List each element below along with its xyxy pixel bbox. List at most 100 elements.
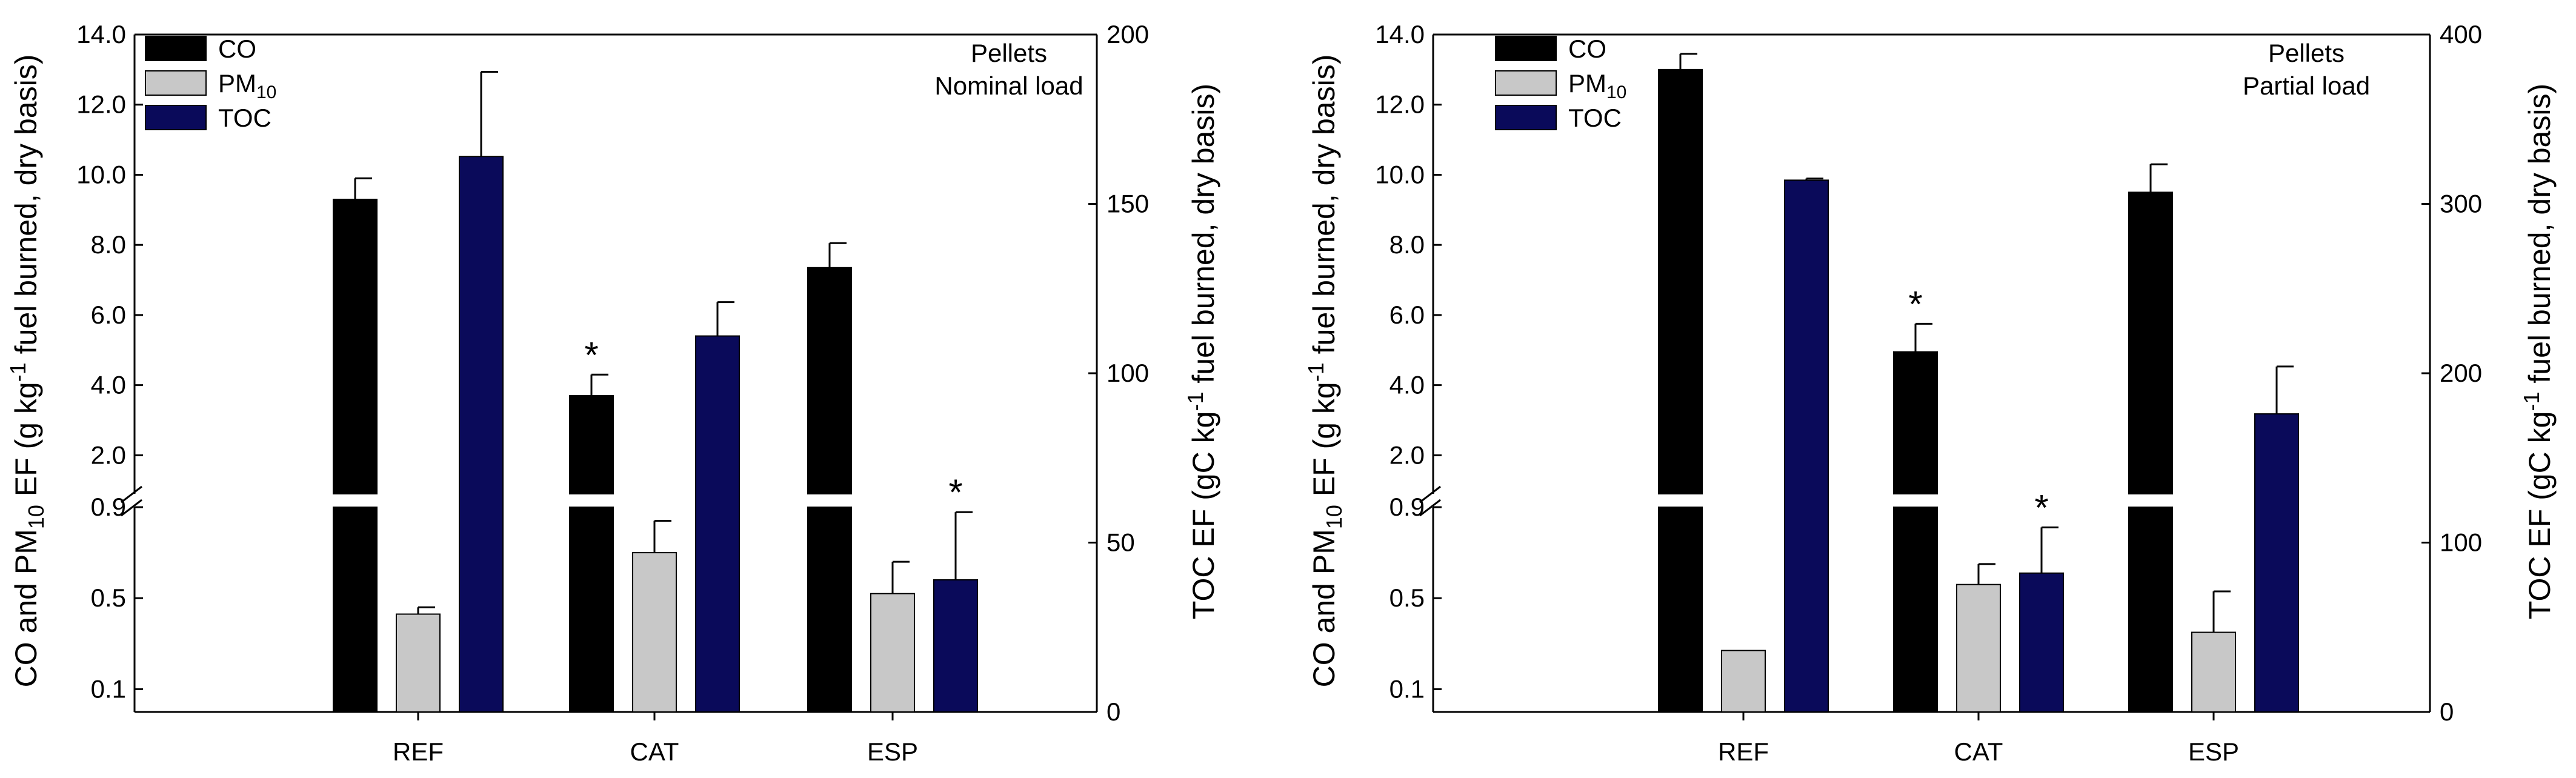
right-axis-tick-label: 50 bbox=[1107, 528, 1135, 557]
left-axis-tick-label: 6.0 bbox=[91, 301, 126, 329]
left-axis-tick-label: 8.0 bbox=[1390, 230, 1425, 259]
x-axis-category-label: ESP bbox=[2188, 737, 2239, 766]
bar-pm10 bbox=[870, 593, 915, 713]
x-axis-category-label: REF bbox=[393, 737, 444, 766]
left-axis-tick-label: 14.0 bbox=[76, 20, 126, 48]
left-axis-tick-label: 0.9 bbox=[91, 493, 126, 521]
left-axis-tick-label: 6.0 bbox=[1390, 301, 1425, 329]
bar-co bbox=[2128, 191, 2173, 494]
significance-star: * bbox=[948, 472, 962, 513]
left-axis-tick-label: 14.0 bbox=[1375, 20, 1425, 48]
left-axis-tick-label: 0.1 bbox=[91, 674, 126, 703]
legend-label-pm: PM10 bbox=[218, 69, 276, 102]
bar-co bbox=[1658, 507, 1703, 713]
right-axis-title: TOC EF (gC kg-1 fuel burned, dry basis) bbox=[2519, 84, 2557, 619]
panel-note-line2: Partial load bbox=[2243, 71, 2370, 100]
legend-swatch-toc bbox=[1495, 105, 1557, 130]
legend-label-co: CO bbox=[1568, 35, 1606, 63]
x-axis-category-label: ESP bbox=[867, 737, 918, 766]
left-axis-title-mid: EF (g kg bbox=[1307, 382, 1341, 505]
left-axis-title-sup: -1 bbox=[5, 362, 30, 382]
left-axis-title-sub: 10 bbox=[1322, 505, 1346, 529]
bar-pm10 bbox=[632, 552, 677, 713]
bar-co bbox=[1893, 507, 1938, 713]
bar-toc bbox=[933, 579, 978, 713]
left-axis-title-post: fuel burned, dry basis) bbox=[1307, 55, 1341, 363]
right-axis-title-post: fuel burned, dry basis) bbox=[1186, 84, 1220, 392]
right-axis-tick-label: 400 bbox=[2440, 20, 2482, 48]
legend-swatch-pm bbox=[1495, 70, 1557, 96]
legend-label-pm: PM10 bbox=[1568, 69, 1626, 102]
bar-pm10 bbox=[396, 613, 441, 713]
panel-note-line2: Nominal load bbox=[934, 71, 1083, 100]
chart-panel-nominal-load: Pellets Nominal load CO and PM10 EF (g k… bbox=[5, 20, 1220, 766]
right-axis-title-pre: TOC EF (gC kg bbox=[1186, 411, 1220, 620]
right-axis-tick-label: 0 bbox=[1107, 697, 1120, 726]
legend-label-toc: TOC bbox=[1568, 104, 1622, 132]
legend-label-toc: TOC bbox=[218, 104, 271, 132]
left-axis-tick-label: 12.0 bbox=[76, 90, 126, 119]
panel-note-line1: Pellets bbox=[2268, 39, 2345, 67]
bar-toc bbox=[695, 335, 740, 713]
bar-pm10 bbox=[2191, 631, 2236, 713]
left-axis-tick-label: 0.9 bbox=[1390, 493, 1425, 521]
bar-toc bbox=[2254, 413, 2299, 713]
left-axis-title-sub: 10 bbox=[24, 505, 48, 529]
left-axis-tick-label: 4.0 bbox=[1390, 371, 1425, 399]
left-axis-title-sup: -1 bbox=[1303, 362, 1328, 382]
left-axis-tick-label: 10.0 bbox=[1375, 160, 1425, 188]
left-axis-tick-label: 4.0 bbox=[91, 371, 126, 399]
left-axis-title: CO and PM10 EF (g kg-1 fuel burned, dry … bbox=[5, 55, 48, 688]
right-axis-tick-label: 200 bbox=[2440, 359, 2482, 387]
bar-co bbox=[569, 507, 614, 713]
axis-break-mark bbox=[1419, 499, 1441, 517]
left-axis-tick-label: 12.0 bbox=[1375, 90, 1425, 119]
left-axis-tick-label: 0.5 bbox=[1390, 584, 1425, 612]
left-axis-tick-label: 0.1 bbox=[1390, 674, 1425, 703]
bar-co bbox=[807, 507, 852, 713]
bar-toc bbox=[459, 156, 504, 713]
right-axis-tick-label: 0 bbox=[2440, 697, 2454, 726]
significance-star: * bbox=[1908, 284, 1922, 324]
right-axis-tick-label: 200 bbox=[1107, 20, 1149, 48]
bar-co bbox=[333, 198, 378, 494]
right-axis-title-sup: -1 bbox=[2519, 391, 2544, 411]
significance-star: * bbox=[584, 334, 598, 375]
right-axis-title-post: fuel burned, dry basis) bbox=[2523, 84, 2557, 392]
right-axis-tick-label: 100 bbox=[1107, 359, 1149, 387]
bar-pm10 bbox=[1956, 584, 2001, 713]
legend-swatch-toc bbox=[145, 105, 207, 130]
left-axis-title-mid: EF (g kg bbox=[9, 382, 43, 505]
legend-label-co: CO bbox=[218, 35, 256, 63]
x-axis-category-label: CAT bbox=[1954, 737, 2003, 766]
significance-star: * bbox=[2034, 487, 2048, 528]
right-axis-title-sup: -1 bbox=[1183, 391, 1208, 411]
chart-panel-partial-load: Pellets Partial load CO and PM10 EF (g k… bbox=[1303, 20, 2557, 766]
bar-toc bbox=[1784, 179, 1829, 713]
left-axis-tick-label: 2.0 bbox=[1390, 441, 1425, 469]
right-axis-title: TOC EF (gC kg-1 fuel burned, dry basis) bbox=[1183, 84, 1220, 619]
left-axis-title: CO and PM10 EF (g kg-1 fuel burned, dry … bbox=[1303, 55, 1346, 688]
bar-toc bbox=[2019, 572, 2064, 713]
legend-swatch-pm bbox=[145, 70, 207, 96]
bar-co bbox=[2128, 507, 2173, 713]
left-axis-title-pre: CO and PM bbox=[1307, 529, 1341, 687]
bar-pm10 bbox=[1721, 650, 1766, 713]
right-axis-tick-label: 100 bbox=[2440, 528, 2482, 557]
bar-co bbox=[807, 267, 852, 494]
left-axis-title-pre: CO and PM bbox=[9, 529, 43, 687]
legend-swatch-co bbox=[1495, 36, 1557, 61]
bar-co bbox=[333, 507, 378, 713]
x-axis-category-label: CAT bbox=[630, 737, 679, 766]
x-axis-category-label: REF bbox=[1718, 737, 1769, 766]
bar-co bbox=[1893, 351, 1938, 494]
left-axis-tick-label: 10.0 bbox=[76, 160, 126, 188]
bar-co bbox=[569, 394, 614, 495]
axis-break-mark bbox=[1419, 485, 1441, 504]
left-axis-tick-label: 0.5 bbox=[91, 584, 126, 612]
bar-co bbox=[1658, 68, 1703, 494]
left-axis-tick-label: 8.0 bbox=[91, 230, 126, 259]
left-axis-tick-label: 2.0 bbox=[91, 441, 126, 469]
left-axis-title-post: fuel burned, dry basis) bbox=[9, 55, 43, 363]
